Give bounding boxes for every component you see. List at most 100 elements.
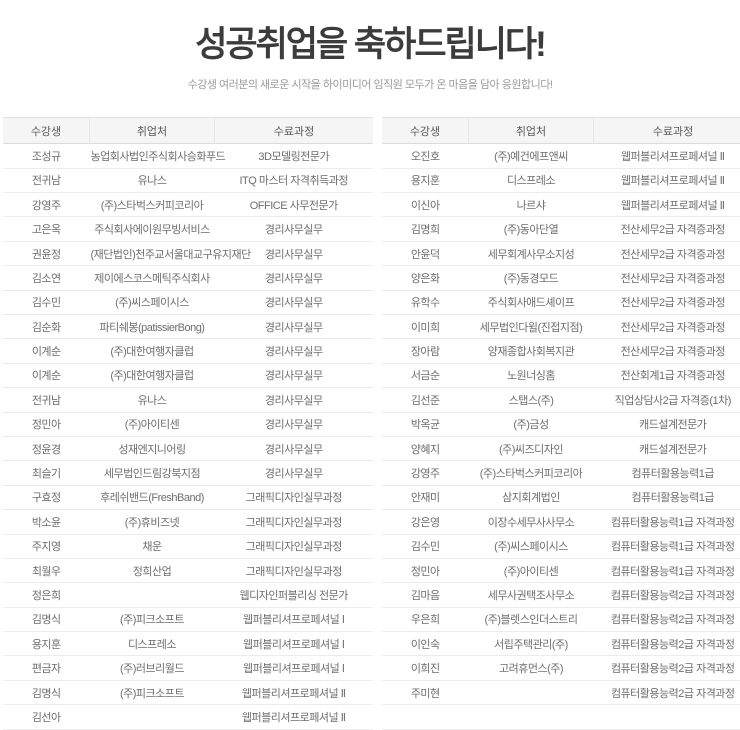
student-cell: 용지훈 [382, 168, 469, 192]
company-cell: 이장수세무사사무소 [469, 510, 594, 534]
course-cell: 3D모델링전문가 [215, 144, 374, 168]
company-cell: 주식회사에이원무빙서비스 [90, 217, 215, 241]
company-cell [469, 680, 594, 704]
student-cell: 이신아 [382, 193, 469, 217]
course-cell: 웹퍼블리셔프로페셔널 Ⅱ [215, 705, 374, 729]
student-cell: 정은희 [3, 583, 90, 607]
company-cell: (주)아이티센 [90, 412, 215, 436]
student-cell: 이인숙 [382, 632, 469, 656]
company-cell: (주)씨스페이시스 [90, 290, 215, 314]
student-cell: 정민아 [3, 412, 90, 436]
student-cell: 박옥균 [382, 412, 469, 436]
course-cell: 그래픽디자인실무과정 [215, 485, 374, 509]
student-cell: 강은영 [382, 510, 469, 534]
course-cell: 그래픽디자인실무과정 [215, 534, 374, 558]
company-cell: (주)스타벅스커피코리아 [90, 193, 215, 217]
page-header: 성공취업을 축하드립니다! 수강생 여러분의 새로운 시작을 하이미디어 임직원… [0, 0, 740, 92]
course-cell: 경리사무실무 [215, 412, 374, 436]
company-cell: 고려휴먼스(주) [469, 656, 594, 680]
course-cell: 경리사무실무 [215, 436, 374, 460]
student-cell: 이희진 [382, 656, 469, 680]
student-cell: 서금순 [382, 363, 469, 387]
course-cell: 전산회계1급 자격증과정 [594, 363, 740, 387]
student-cell: 박소윤 [3, 510, 90, 534]
page-subtitle: 수강생 여러분의 새로운 시작을 하이미디어 임직원 모두가 온 마음을 담아 … [0, 76, 740, 92]
course-cell: 컴퓨터활용능력1급 [594, 485, 740, 509]
column-header-company: 취업처 [469, 118, 594, 144]
student-cell: 주미현 [382, 680, 469, 704]
student-cell: 이미희 [382, 314, 469, 338]
course-cell: 그래픽디자인실무과정 [215, 558, 374, 582]
course-cell: 웹퍼블리셔프로페셔널 Ⅱ [594, 193, 740, 217]
course-cell: 경리사무실무 [215, 388, 374, 412]
company-cell: (주)피크소프트 [90, 680, 215, 704]
company-cell: 유나스 [90, 168, 215, 192]
course-cell: 전산세무2급 자격증과정 [594, 217, 740, 241]
student-cell: 김명식 [3, 607, 90, 631]
company-cell: 세무법인드림강북지점 [90, 461, 215, 485]
company-cell: (재단법인)천주교서울대교구유지재단 [90, 241, 215, 265]
student-cell: 김순화 [3, 314, 90, 338]
course-cell: OFFICE 사무전문가 [215, 193, 374, 217]
course-cell: 웹퍼블리셔프로페셔널 Ⅱ [215, 680, 374, 704]
company-cell: (주)블렛스인더스트리 [469, 607, 594, 631]
company-cell: (주)동아단열 [469, 217, 594, 241]
student-cell: 장아람 [382, 339, 469, 363]
student-cell: 최월우 [3, 558, 90, 582]
course-cell: 전산세무2급 자격증과정 [594, 290, 740, 314]
column-header-student: 수강생 [382, 118, 469, 144]
student-cell: 강영주 [3, 193, 90, 217]
student-cell: 안재미 [382, 485, 469, 509]
student-cell: 조성규 [3, 144, 90, 168]
student-cell: 정윤경 [3, 436, 90, 460]
course-cell: 컴퓨터활용능력2급 자격과정 [594, 583, 740, 607]
course-cell: 컴퓨터활용능력2급 자격과정 [594, 680, 740, 704]
student-cell: 오진호 [382, 144, 469, 168]
company-cell: 세무사권택조사무소 [469, 583, 594, 607]
column-header-company: 취업처 [90, 118, 215, 144]
company-cell: 노원너싱홈 [469, 363, 594, 387]
company-cell: 세무회계사무소지성 [469, 241, 594, 265]
table-row [382, 705, 740, 729]
company-cell: 세무법인다윌(진접지점) [469, 314, 594, 338]
column-header-student: 수강생 [3, 118, 90, 144]
course-cell: 캐드설계전문가 [594, 436, 740, 460]
company-cell: (주)스타벅스커피코리아 [469, 461, 594, 485]
company-cell: 삼지회계법인 [469, 485, 594, 509]
company-cell: 양재종합사회복지관 [469, 339, 594, 363]
company-cell [469, 705, 594, 729]
course-cell: 전산세무2급 자격증과정 [594, 241, 740, 265]
course-cell: 경리사무실무 [215, 266, 374, 290]
company-cell: (주)동경모드 [469, 266, 594, 290]
student-cell: 김선아 [3, 705, 90, 729]
